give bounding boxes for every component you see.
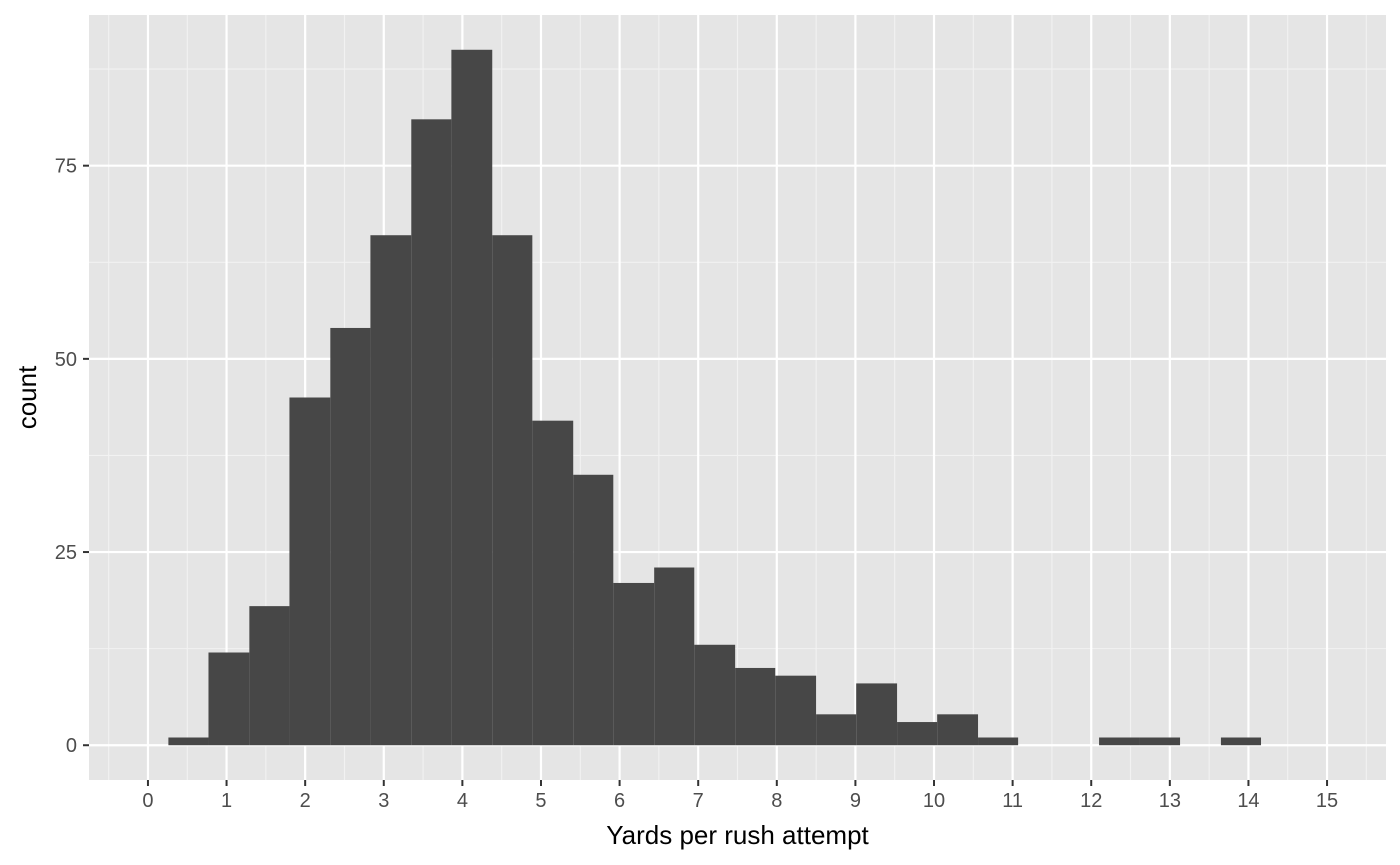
grid-minor-x xyxy=(108,15,1367,780)
x-tick-label: 5 xyxy=(535,790,546,812)
histogram-bar xyxy=(573,474,614,746)
histogram-bar xyxy=(654,567,695,746)
x-tick-label: 8 xyxy=(771,790,782,812)
x-tick-label: 14 xyxy=(1237,790,1259,812)
x-tick-label: 7 xyxy=(693,790,704,812)
histogram-bars xyxy=(168,49,1262,746)
histogram-bar xyxy=(1220,737,1262,746)
histogram-bar xyxy=(168,737,209,746)
histogram-bar xyxy=(289,397,331,746)
histogram-bar xyxy=(856,683,898,746)
histogram-bar xyxy=(816,714,857,746)
x-tick-label: 15 xyxy=(1316,790,1338,812)
y-tick-label: 25 xyxy=(55,542,77,564)
y-axis-ticks: 0 25 50 75 xyxy=(55,156,89,757)
histogram-bar xyxy=(208,652,250,746)
x-tick-label: 0 xyxy=(142,790,153,812)
x-tick-label: 4 xyxy=(457,790,468,812)
x-tick-label: 13 xyxy=(1159,790,1181,812)
histogram-bar xyxy=(249,606,290,746)
y-tick-label: 50 xyxy=(55,349,77,371)
y-tick-label: 0 xyxy=(66,735,77,757)
x-tick-label: 3 xyxy=(378,790,389,812)
histogram-bar xyxy=(451,49,493,746)
histogram-bar xyxy=(370,235,412,746)
histogram-bar xyxy=(613,582,655,746)
histogram-bar xyxy=(330,327,371,746)
x-tick-label: 6 xyxy=(614,790,625,812)
x-axis-ticks: 0 1 2 3 4 5 6 7 8 9 10 11 12 13 14 15 xyxy=(142,780,1338,812)
x-tick-label: 11 xyxy=(1002,790,1023,812)
histogram-bar xyxy=(532,420,574,746)
histogram-bar xyxy=(411,119,452,746)
x-tick-label: 12 xyxy=(1080,790,1102,812)
histogram-bar xyxy=(775,675,817,746)
y-axis-title: count xyxy=(12,365,42,429)
x-tick-label: 9 xyxy=(850,790,861,812)
x-axis-title: Yards per rush attempt xyxy=(606,820,869,850)
histogram-bar xyxy=(694,644,736,746)
histogram-bar xyxy=(897,722,938,746)
histogram-bar xyxy=(978,737,1019,746)
x-tick-label: 10 xyxy=(923,790,945,812)
y-tick-label: 75 xyxy=(55,156,77,178)
x-tick-label: 2 xyxy=(300,790,311,812)
histogram-bar xyxy=(1139,737,1181,746)
histogram-bar xyxy=(492,235,533,746)
histogram-bar xyxy=(735,667,776,746)
histogram-bar xyxy=(1099,737,1140,746)
x-tick-label: 1 xyxy=(221,790,232,812)
histogram-bar xyxy=(937,714,979,746)
